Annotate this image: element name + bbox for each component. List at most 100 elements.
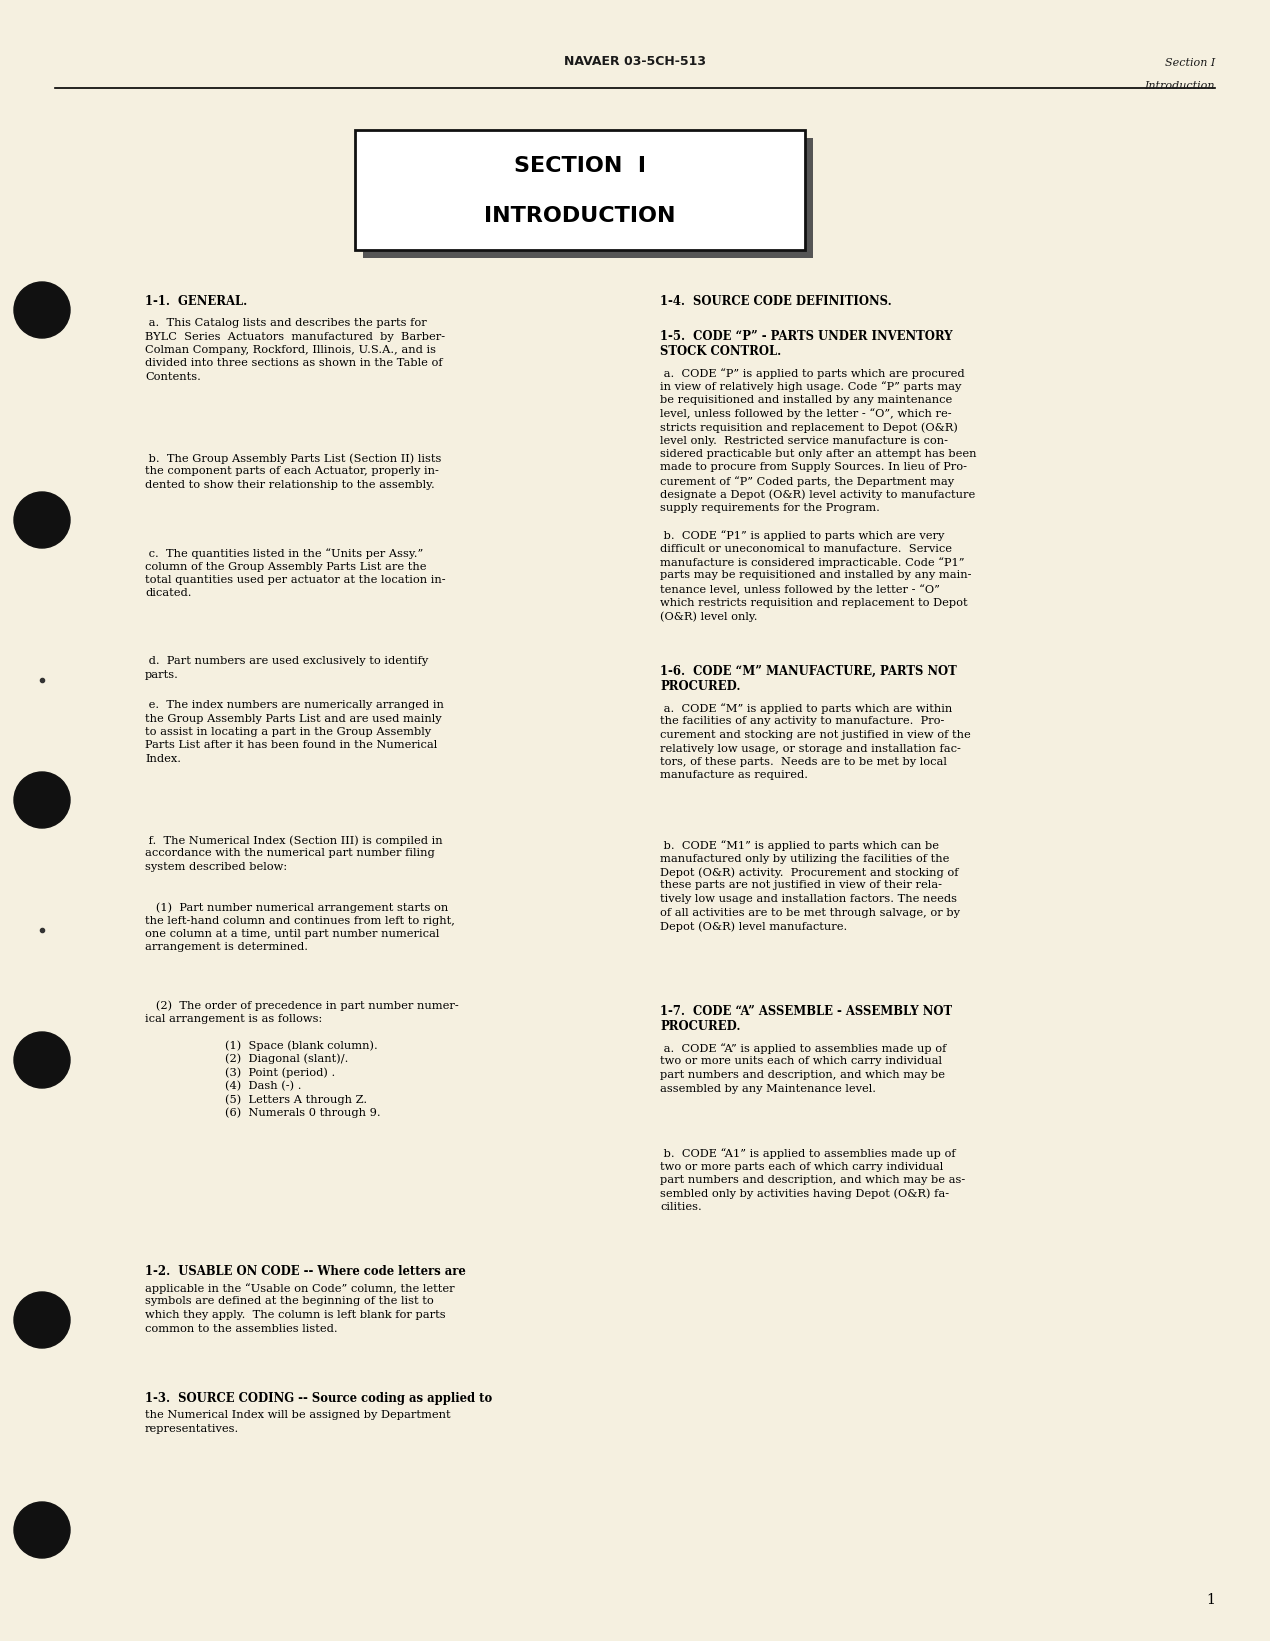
Text: 1-2.  USABLE ON CODE -- Where code letters are: 1-2. USABLE ON CODE -- Where code letter…	[145, 1265, 466, 1278]
Text: sembled only by activities having Depot (O&R) fa-: sembled only by activities having Depot …	[660, 1188, 949, 1200]
Text: e.  The index numbers are numerically arranged in: e. The index numbers are numerically arr…	[145, 701, 444, 711]
Text: common to the assemblies listed.: common to the assemblies listed.	[145, 1324, 338, 1334]
Text: the left-hand column and continues from left to right,: the left-hand column and continues from …	[145, 916, 455, 926]
Circle shape	[14, 1032, 70, 1088]
Text: ical arrangement is as follows:: ical arrangement is as follows:	[145, 1014, 323, 1024]
Text: relatively low usage, or storage and installation fac-: relatively low usage, or storage and ins…	[660, 743, 961, 753]
Text: a.  CODE “A” is applied to assemblies made up of: a. CODE “A” is applied to assemblies mad…	[660, 1044, 946, 1054]
Text: one column at a time, until part number numerical: one column at a time, until part number …	[145, 929, 439, 939]
Text: dented to show their relationship to the assembly.: dented to show their relationship to the…	[145, 481, 434, 491]
Text: tors, of these parts.  Needs are to be met by local: tors, of these parts. Needs are to be me…	[660, 757, 947, 766]
Text: PROCURED.: PROCURED.	[660, 679, 740, 693]
Text: the Group Assembly Parts List and are used mainly: the Group Assembly Parts List and are us…	[145, 714, 442, 724]
Text: 1-1.  GENERAL.: 1-1. GENERAL.	[145, 295, 248, 309]
Text: manufactured only by utilizing the facilities of the: manufactured only by utilizing the facil…	[660, 853, 950, 863]
Text: representatives.: representatives.	[145, 1423, 239, 1434]
Text: NAVAER 03-5CH-513: NAVAER 03-5CH-513	[564, 56, 706, 67]
Text: two or more units each of which carry individual: two or more units each of which carry in…	[660, 1057, 942, 1067]
Circle shape	[14, 282, 70, 338]
Text: f.  The Numerical Index (Section III) is compiled in: f. The Numerical Index (Section III) is …	[145, 835, 443, 845]
Text: Colman Company, Rockford, Illinois, U.S.A., and is: Colman Company, Rockford, Illinois, U.S.…	[145, 345, 436, 354]
Text: c.  The quantities listed in the “Units per Assy.”: c. The quantities listed in the “Units p…	[145, 548, 423, 560]
Text: Depot (O&R) level manufacture.: Depot (O&R) level manufacture.	[660, 921, 847, 932]
Text: d.  Part numbers are used exclusively to identify: d. Part numbers are used exclusively to …	[145, 656, 428, 666]
Text: to assist in locating a part in the Group Assembly: to assist in locating a part in the Grou…	[145, 727, 431, 737]
Text: level, unless followed by the letter - “O”, which re-: level, unless followed by the letter - “…	[660, 409, 951, 420]
Text: level only.  Restricted service manufacture is con-: level only. Restricted service manufactu…	[660, 435, 947, 445]
Text: Index.: Index.	[145, 753, 182, 765]
Text: difficult or uneconomical to manufacture.  Service: difficult or uneconomical to manufacture…	[660, 543, 952, 553]
Text: b.  The Group Assembly Parts List (Section II) lists: b. The Group Assembly Parts List (Sectio…	[145, 453, 442, 463]
Text: SECTION  I: SECTION I	[514, 156, 646, 176]
Text: (4)  Dash (-) .: (4) Dash (-) .	[225, 1080, 301, 1091]
Text: stricts requisition and replacement to Depot (O&R): stricts requisition and replacement to D…	[660, 422, 958, 433]
Text: divided into three sections as shown in the Table of: divided into three sections as shown in …	[145, 358, 443, 369]
Text: 1-7.  CODE “A” ASSEMBLE - ASSEMBLY NOT: 1-7. CODE “A” ASSEMBLE - ASSEMBLY NOT	[660, 1004, 952, 1017]
Text: 1-4.  SOURCE CODE DEFINITIONS.: 1-4. SOURCE CODE DEFINITIONS.	[660, 295, 892, 309]
Text: a.  CODE “M” is applied to parts which are within: a. CODE “M” is applied to parts which ar…	[660, 702, 952, 714]
Text: assembled by any Maintenance level.: assembled by any Maintenance level.	[660, 1083, 876, 1093]
Text: supply requirements for the Program.: supply requirements for the Program.	[660, 504, 880, 514]
FancyBboxPatch shape	[363, 138, 813, 258]
Text: in view of relatively high usage. Code “P” parts may: in view of relatively high usage. Code “…	[660, 381, 961, 392]
Text: parts may be requisitioned and installed by any main-: parts may be requisitioned and installed…	[660, 571, 972, 581]
Circle shape	[14, 1502, 70, 1557]
Text: 1-3.  SOURCE CODING -- Source coding as applied to: 1-3. SOURCE CODING -- Source coding as a…	[145, 1392, 493, 1405]
Text: b.  CODE “M1” is applied to parts which can be: b. CODE “M1” is applied to parts which c…	[660, 840, 939, 850]
Text: 1-6.  CODE “M” MANUFACTURE, PARTS NOT: 1-6. CODE “M” MANUFACTURE, PARTS NOT	[660, 665, 956, 678]
Text: (6)  Numerals 0 through 9.: (6) Numerals 0 through 9.	[225, 1108, 381, 1118]
Text: (1)  Part number numerical arrangement starts on: (1) Part number numerical arrangement st…	[145, 903, 448, 912]
Text: (1)  Space (blank column).: (1) Space (blank column).	[225, 1040, 377, 1050]
Text: accordance with the numerical part number filing: accordance with the numerical part numbe…	[145, 848, 434, 858]
Text: these parts are not justified in view of their rela-: these parts are not justified in view of…	[660, 881, 942, 891]
Text: system described below:: system described below:	[145, 862, 287, 871]
Text: part numbers and description, and which may be: part numbers and description, and which …	[660, 1070, 945, 1080]
Text: BYLC  Series  Actuators  manufactured  by  Barber-: BYLC Series Actuators manufactured by Ba…	[145, 331, 444, 341]
Circle shape	[14, 1291, 70, 1347]
Text: manufacture as required.: manufacture as required.	[660, 771, 808, 781]
Text: column of the Group Assembly Parts List are the: column of the Group Assembly Parts List …	[145, 561, 427, 571]
Text: total quantities used per actuator at the location in-: total quantities used per actuator at th…	[145, 574, 446, 584]
Text: sidered practicable but only after an attempt has been: sidered practicable but only after an at…	[660, 450, 977, 459]
Text: tenance level, unless followed by the letter - “O”: tenance level, unless followed by the le…	[660, 584, 940, 594]
Text: the Numerical Index will be assigned by Department: the Numerical Index will be assigned by …	[145, 1410, 451, 1419]
FancyBboxPatch shape	[356, 130, 805, 249]
Text: (2)  The order of precedence in part number numer-: (2) The order of precedence in part numb…	[145, 999, 458, 1011]
Text: Introduction: Introduction	[1144, 80, 1215, 90]
Text: curement of “P” Coded parts, the Department may: curement of “P” Coded parts, the Departm…	[660, 476, 954, 487]
Text: the facilities of any activity to manufacture.  Pro-: the facilities of any activity to manufa…	[660, 717, 945, 727]
Text: (O&R) level only.: (O&R) level only.	[660, 610, 757, 622]
Text: curement and stocking are not justified in view of the: curement and stocking are not justified …	[660, 730, 970, 740]
Text: (2)  Diagonal (slant)/.: (2) Diagonal (slant)/.	[225, 1054, 348, 1063]
Text: designate a Depot (O&R) level activity to manufacture: designate a Depot (O&R) level activity t…	[660, 489, 975, 501]
Text: INTRODUCTION: INTRODUCTION	[484, 207, 676, 226]
Text: part numbers and description, and which may be as-: part numbers and description, and which …	[660, 1175, 965, 1185]
Text: b.  CODE “A1” is applied to assemblies made up of: b. CODE “A1” is applied to assemblies ma…	[660, 1149, 955, 1159]
Text: two or more parts each of which carry individual: two or more parts each of which carry in…	[660, 1162, 944, 1172]
Text: which restricts requisition and replacement to Depot: which restricts requisition and replacem…	[660, 597, 968, 607]
Text: which they apply.  The column is left blank for parts: which they apply. The column is left bla…	[145, 1310, 446, 1319]
Text: (3)  Point (period) .: (3) Point (period) .	[225, 1067, 335, 1078]
Text: made to procure from Supply Sources. In lieu of Pro-: made to procure from Supply Sources. In …	[660, 463, 966, 473]
Circle shape	[14, 492, 70, 548]
Text: be requisitioned and installed by any maintenance: be requisitioned and installed by any ma…	[660, 395, 952, 405]
Text: PROCURED.: PROCURED.	[660, 1021, 740, 1032]
Text: applicable in the “Usable on Code” column, the letter: applicable in the “Usable on Code” colum…	[145, 1283, 455, 1293]
Text: a.  This Catalog lists and describes the parts for: a. This Catalog lists and describes the …	[145, 318, 427, 328]
Text: a.  CODE “P” is applied to parts which are procured: a. CODE “P” is applied to parts which ar…	[660, 368, 965, 379]
Circle shape	[14, 771, 70, 829]
Text: parts.: parts.	[145, 670, 179, 679]
Text: arrangement is determined.: arrangement is determined.	[145, 942, 309, 952]
Text: Contents.: Contents.	[145, 373, 201, 382]
Text: symbols are defined at the beginning of the list to: symbols are defined at the beginning of …	[145, 1296, 434, 1306]
Text: Section I: Section I	[1165, 57, 1215, 67]
Text: 1-5.  CODE “P” - PARTS UNDER INVENTORY: 1-5. CODE “P” - PARTS UNDER INVENTORY	[660, 330, 952, 343]
Text: STOCK CONTROL.: STOCK CONTROL.	[660, 345, 781, 358]
Text: the component parts of each Actuator, properly in-: the component parts of each Actuator, pr…	[145, 466, 439, 476]
Text: manufacture is considered impracticable. Code “P1”: manufacture is considered impracticable.…	[660, 556, 964, 568]
Text: (5)  Letters A through Z.: (5) Letters A through Z.	[225, 1095, 367, 1104]
Text: of all activities are to be met through salvage, or by: of all activities are to be met through …	[660, 907, 960, 917]
Text: Depot (O&R) activity.  Procurement and stocking of: Depot (O&R) activity. Procurement and st…	[660, 866, 959, 878]
Text: tively low usage and installation factors. The needs: tively low usage and installation factor…	[660, 894, 958, 904]
Text: dicated.: dicated.	[145, 589, 192, 599]
